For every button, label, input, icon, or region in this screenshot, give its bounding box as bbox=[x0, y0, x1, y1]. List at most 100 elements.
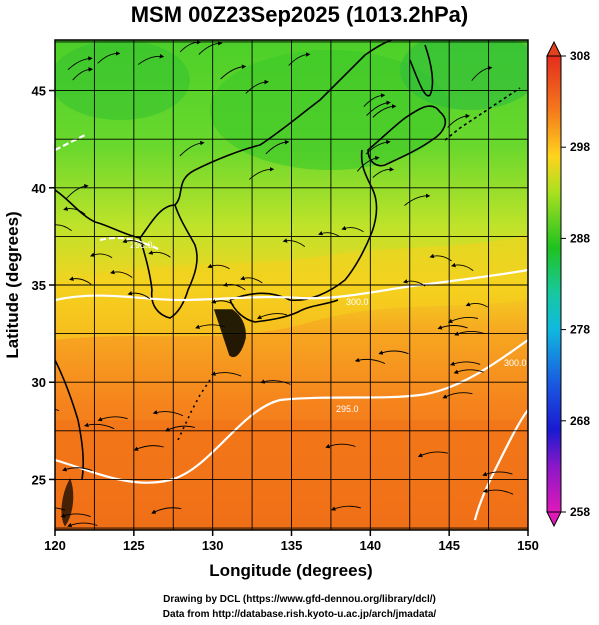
streamline bbox=[110, 269, 133, 278]
colorbar-scale bbox=[546, 55, 562, 513]
streamline bbox=[245, 79, 269, 94]
streamline bbox=[256, 313, 288, 319]
streamline bbox=[207, 263, 230, 270]
streamline bbox=[62, 467, 93, 472]
x-tick-label: 130 bbox=[202, 538, 224, 553]
credit-data: Data from http://database.rish.kyoto-u.a… bbox=[162, 609, 437, 620]
x-tick-label: 120 bbox=[44, 538, 66, 553]
colorbar: 308 298 288 278 268 258 bbox=[546, 40, 590, 528]
streamline bbox=[72, 67, 94, 81]
streamline bbox=[220, 64, 247, 80]
colorbar-tick-label: 278 bbox=[570, 323, 590, 337]
colorbar-max-arrow bbox=[546, 40, 562, 57]
y-tick-label: 30 bbox=[32, 375, 46, 390]
contour-label: 298.0 bbox=[130, 240, 153, 250]
streamline bbox=[365, 139, 391, 155]
streamline bbox=[164, 425, 196, 432]
streamline bbox=[122, 238, 145, 246]
streamline bbox=[127, 291, 150, 299]
streamline bbox=[265, 139, 290, 155]
colorbar-tick-label: 268 bbox=[570, 414, 590, 428]
y-axis-label: Latitude (degrees) bbox=[3, 211, 22, 358]
streamline bbox=[198, 41, 223, 55]
streamline bbox=[447, 316, 479, 323]
colorbar-tick-label: 308 bbox=[570, 49, 590, 63]
streamline bbox=[341, 225, 364, 233]
streamline bbox=[356, 155, 380, 172]
streamline bbox=[69, 276, 92, 285]
streamline bbox=[249, 167, 275, 180]
streamline bbox=[363, 93, 386, 107]
streamline bbox=[152, 410, 184, 417]
contour-lines bbox=[55, 134, 528, 521]
streamline bbox=[429, 253, 452, 262]
streamline bbox=[55, 408, 60, 412]
y-tick-label: 45 bbox=[32, 84, 46, 99]
streamline bbox=[60, 513, 91, 518]
streamline bbox=[482, 471, 513, 477]
streamline bbox=[55, 224, 72, 231]
streamline bbox=[195, 324, 226, 329]
y-tick-label: 40 bbox=[32, 181, 46, 196]
streamline bbox=[90, 252, 113, 259]
colorbar-tick-label: 288 bbox=[570, 231, 590, 245]
streamline bbox=[63, 206, 86, 215]
cool-region bbox=[55, 40, 190, 120]
streamline bbox=[453, 369, 484, 374]
x-tick-label: 125 bbox=[123, 538, 145, 553]
streamline bbox=[67, 56, 93, 71]
streamline bbox=[132, 40, 134, 41]
x-tick-label: 145 bbox=[438, 538, 460, 553]
streamline bbox=[133, 445, 164, 451]
streamline bbox=[148, 250, 171, 258]
streamline bbox=[378, 350, 409, 355]
map-title: MSM 00Z23Sep2025 (1013.2hPa) bbox=[130, 2, 469, 27]
credits: Drawing by DCL (https://www.gfd-dennou.o… bbox=[0, 592, 599, 622]
streamline bbox=[288, 52, 311, 66]
streamline bbox=[55, 507, 66, 511]
x-tick-label: 135 bbox=[281, 538, 303, 553]
cool-region bbox=[400, 40, 528, 110]
streamline bbox=[97, 416, 128, 422]
x-axis-ticks: 120 125 130 135 140 145 150 bbox=[44, 530, 539, 553]
streamline bbox=[282, 238, 306, 247]
colorbar-tick-label: 258 bbox=[570, 505, 590, 519]
streamline bbox=[67, 522, 98, 528]
streamline bbox=[97, 51, 121, 64]
streamline bbox=[211, 299, 234, 305]
x-tick-label: 150 bbox=[517, 538, 539, 553]
contour-label: 300.0 bbox=[504, 358, 527, 368]
x-axis-label: Longitude (degrees) bbox=[209, 561, 372, 580]
streamline bbox=[179, 140, 205, 157]
streamline bbox=[372, 167, 395, 178]
streamline bbox=[330, 505, 362, 511]
streamline bbox=[404, 193, 431, 206]
y-tick-label: 25 bbox=[32, 472, 46, 487]
streamline bbox=[450, 361, 481, 366]
streamline bbox=[354, 357, 386, 365]
streamline bbox=[442, 392, 473, 399]
streamline bbox=[138, 53, 165, 65]
streamline bbox=[465, 302, 488, 308]
streamline bbox=[372, 104, 397, 118]
streamline bbox=[482, 488, 514, 495]
credit-drawing: Drawing by DCL (https://www.gfd-dennou.o… bbox=[163, 594, 436, 605]
wind-streamlines bbox=[55, 40, 514, 528]
streamline bbox=[325, 443, 356, 449]
colorbar-min-arrow bbox=[546, 511, 562, 528]
colorbar-tick-label: 298 bbox=[570, 140, 590, 154]
streamline bbox=[84, 422, 115, 430]
graticule bbox=[55, 40, 528, 530]
x-tick-label: 140 bbox=[359, 538, 381, 553]
streamline bbox=[417, 451, 449, 458]
y-axis-ticks: 25 30 35 40 45 bbox=[32, 84, 55, 487]
streamline bbox=[211, 371, 242, 377]
streamline bbox=[451, 262, 474, 271]
y-tick-label: 35 bbox=[32, 278, 46, 293]
streamline bbox=[151, 507, 182, 514]
streamline bbox=[260, 379, 291, 385]
streamline bbox=[366, 100, 391, 116]
contour-label: 295.0 bbox=[336, 404, 359, 414]
contour-label: 300.0 bbox=[346, 297, 369, 307]
